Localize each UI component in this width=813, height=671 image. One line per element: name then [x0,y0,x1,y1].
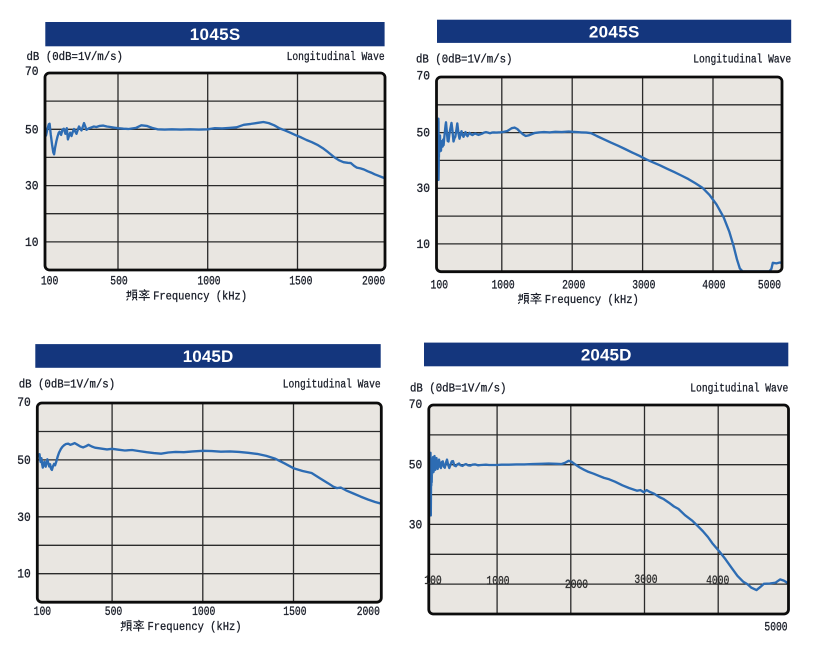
svg-text:1500: 1500 [283,605,306,619]
svg-text:2045S: 2045S [589,22,640,41]
svg-text:Frequency (kHz): Frequency (kHz) [545,293,639,307]
svg-text:1000: 1000 [492,278,515,292]
svg-text:2045D: 2045D [581,346,632,365]
svg-text:500: 500 [105,605,123,619]
svg-text:100: 100 [424,574,442,588]
svg-text:dB (0dB=1V/m/s): dB (0dB=1V/m/s) [416,52,513,66]
svg-text:3000: 3000 [632,278,655,292]
svg-text:1500: 1500 [289,275,312,289]
svg-text:10: 10 [25,236,39,250]
svg-text:100: 100 [431,278,449,292]
svg-text:1000: 1000 [486,575,509,589]
svg-text:2000: 2000 [357,605,380,619]
svg-text:10: 10 [17,568,31,582]
svg-text:50: 50 [409,459,423,473]
svg-text:70: 70 [25,65,39,79]
svg-text:2000: 2000 [565,578,588,592]
svg-text:500: 500 [110,275,128,289]
svg-text:70: 70 [417,70,431,84]
svg-text:30: 30 [417,182,431,196]
svg-text:Frequency (kHz): Frequency (kHz) [148,620,242,634]
svg-text:1045S: 1045S [190,25,241,44]
svg-text:100: 100 [41,275,59,289]
svg-text:50: 50 [17,454,31,468]
svg-text:2000: 2000 [562,278,585,292]
svg-text:4000: 4000 [706,574,729,588]
svg-text:Longitudinal Wave: Longitudinal Wave [283,378,381,392]
svg-text:5000: 5000 [764,621,787,635]
svg-text:4000: 4000 [702,278,725,292]
svg-text:1045D: 1045D [183,347,234,366]
svg-text:50: 50 [417,127,431,141]
svg-text:1000: 1000 [192,605,215,619]
svg-text:70: 70 [17,396,31,410]
svg-text:3000: 3000 [634,573,657,587]
svg-text:30: 30 [409,518,423,532]
svg-text:dB (0dB=1V/m/s): dB (0dB=1V/m/s) [27,50,124,64]
svg-text:Longitudinal Wave: Longitudinal Wave [693,52,791,66]
svg-text:70: 70 [409,398,423,412]
svg-text:30: 30 [17,511,31,525]
svg-text:Longitudinal Wave: Longitudinal Wave [287,50,385,64]
svg-text:10: 10 [417,238,431,252]
svg-text:2000: 2000 [362,275,385,289]
svg-text:50: 50 [25,123,39,137]
svg-text:dB (0dB=1V/m/s): dB (0dB=1V/m/s) [410,382,507,396]
svg-text:Longitudinal Wave: Longitudinal Wave [690,382,788,396]
svg-text:5000: 5000 [758,278,781,292]
svg-text:Frequency (kHz): Frequency (kHz) [153,289,247,303]
svg-text:30: 30 [25,180,39,194]
svg-text:1000: 1000 [197,275,220,289]
svg-text:100: 100 [34,605,52,619]
svg-text:dB (0dB=1V/m/s): dB (0dB=1V/m/s) [19,378,116,392]
